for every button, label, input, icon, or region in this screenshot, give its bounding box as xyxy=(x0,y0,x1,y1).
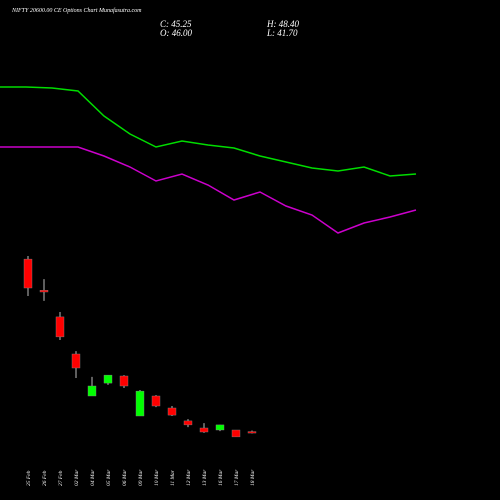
x-tick-label: 10 Mar xyxy=(154,469,160,486)
candle-body xyxy=(135,390,145,417)
candle-body xyxy=(151,395,161,407)
average-line xyxy=(0,146,417,234)
stat: O: 46.00 xyxy=(160,28,192,38)
candle-body xyxy=(199,427,209,433)
candle-body xyxy=(87,385,97,397)
candle-body xyxy=(183,420,193,426)
candle-body xyxy=(23,258,33,289)
x-tick-label: 16 Mar xyxy=(218,469,224,486)
x-tick-label: 27 Feb xyxy=(58,470,64,486)
candle-body xyxy=(167,407,177,416)
candle-body xyxy=(55,316,65,338)
x-tick-label: 12 Mar xyxy=(186,469,192,486)
x-tick-label: 02 Mar xyxy=(74,469,80,486)
x-tick-label: 06 Mar xyxy=(122,469,128,486)
x-tick-label: 25 Feb xyxy=(26,470,32,486)
x-tick-label: 18 Mar xyxy=(250,469,256,486)
x-tick-label: 26 Feb xyxy=(42,470,48,486)
average-line xyxy=(0,86,417,177)
stat: H: 48.40 xyxy=(266,19,299,29)
stat: C: 45.25 xyxy=(160,19,192,29)
candle-body xyxy=(231,429,241,438)
x-tick-label: 17 Mar xyxy=(234,469,240,486)
stat: L: 41.70 xyxy=(266,28,298,38)
candle-body xyxy=(71,353,81,369)
chart-title: NIFTY 20600.00 CE Options Chart Munafasu… xyxy=(11,7,142,14)
candle-body xyxy=(247,431,257,434)
candle-body xyxy=(215,424,225,431)
candle-body xyxy=(119,375,129,387)
x-tick-label: 09 Mar xyxy=(138,469,144,486)
x-tick-label: 05 Mar xyxy=(106,469,112,486)
x-tick-label: 11 Mar xyxy=(170,469,176,486)
candle-body xyxy=(103,374,113,384)
x-tick-label: 13 Mar xyxy=(202,469,208,486)
candle-body xyxy=(39,290,49,293)
x-tick-label: 04 Mar xyxy=(89,469,96,486)
